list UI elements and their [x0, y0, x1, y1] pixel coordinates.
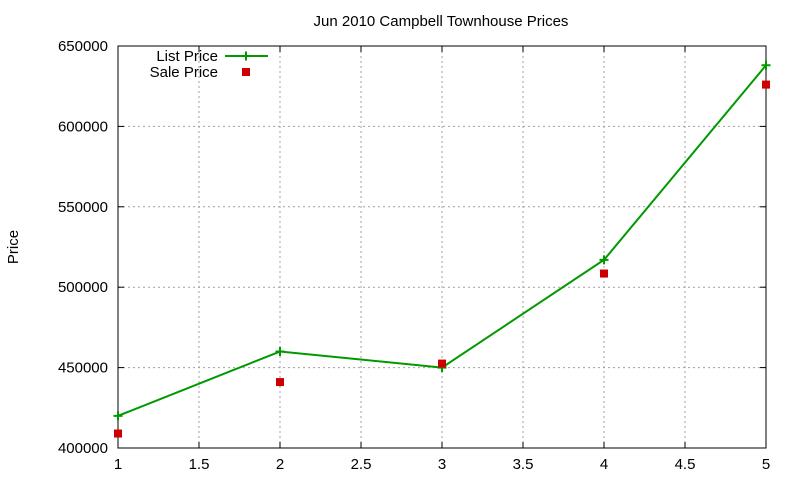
x-tick-label: 5 [762, 456, 770, 473]
tick-label-layer: 1 1.5 2 2.5 3 3.5 4 4.5 5 400000 450000 500000 55000… [58, 38, 770, 473]
data-point-list-price [275, 347, 285, 357]
plot-frame [117, 45, 767, 449]
x-tick-label: 2 [276, 456, 284, 473]
legend-marker-sale-price [242, 68, 250, 76]
data-point-list-price [761, 60, 771, 70]
x-tick-label: 2.5 [351, 456, 372, 473]
y-axis-label: Price [5, 230, 22, 264]
x-tick-label: 4.5 [675, 456, 696, 473]
grid-layer [118, 46, 766, 448]
y-tick-label: 600000 [58, 118, 108, 135]
y-tick-label: 500000 [58, 279, 108, 296]
x-tick-label: 3.5 [513, 456, 534, 473]
legend-label-list-price: List Price [156, 48, 218, 65]
legend-label-sale-price: Sale Price [150, 64, 218, 81]
x-tick-label: 1.5 [189, 456, 210, 473]
x-tick-label: 1 [114, 456, 122, 473]
data-point-list-price [113, 411, 123, 421]
y-tick-label: 400000 [58, 440, 108, 457]
data-point-list-price [599, 255, 609, 265]
data-point-sale-price [762, 80, 770, 89]
x-tick-label: 3 [438, 456, 446, 473]
data-point-sale-price [438, 359, 446, 368]
y-tick-label: 550000 [58, 199, 108, 216]
legend: List Price Sale Price [150, 48, 268, 81]
y-tick-label: 650000 [58, 38, 108, 55]
data-point-sale-price [600, 269, 608, 278]
data-point-sale-price [114, 429, 122, 438]
chart-title: Jun 2010 Campbell Townhouse Prices [314, 13, 569, 30]
data-point-sale-price [276, 378, 284, 387]
x-tick-label: 4 [600, 456, 608, 473]
series-layer [113, 60, 771, 438]
y-tick-label: 450000 [58, 360, 108, 377]
legend-marker-list-price [241, 51, 251, 61]
